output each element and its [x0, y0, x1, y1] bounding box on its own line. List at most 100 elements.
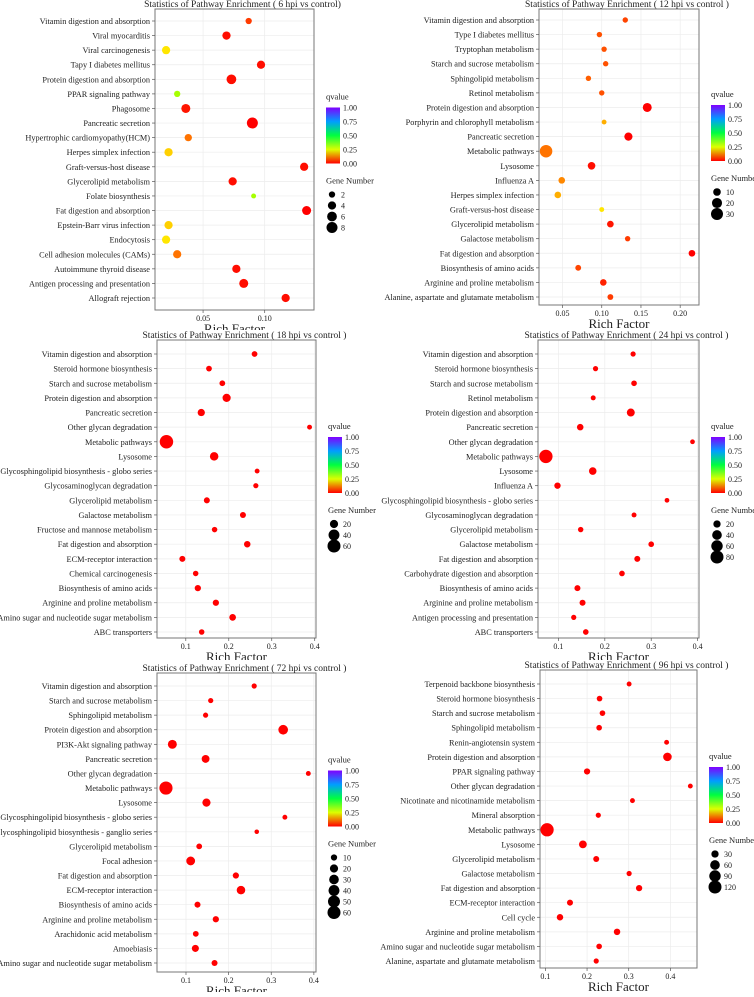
y-tick-label: Amino sugar and nucleotide sugar metabol…: [380, 942, 535, 951]
gene-number-legend-title: Gene Number: [326, 176, 374, 186]
gene-number-legend-dot: [329, 864, 339, 873]
gene-number-legend-label: 20: [343, 865, 351, 874]
data-point: [599, 207, 605, 212]
data-point: [282, 814, 288, 820]
y-tick-label: Galactose metabolism: [79, 511, 153, 520]
y-tick-label: Arginine and proline metabolism: [424, 278, 534, 287]
qvalue-tick-label: 0.00: [345, 823, 359, 832]
data-point: [663, 752, 672, 762]
data-point: [577, 526, 584, 533]
data-point: [191, 944, 199, 952]
x-tick-label: 0.4: [310, 642, 320, 651]
data-point: [630, 351, 636, 357]
x-tick-label: 0.4: [665, 972, 675, 981]
enrichment-plot-96hpi: Statistics of Pathway Enrichment ( 96 hp…: [380, 660, 754, 994]
y-tick-label: Vitamin digestion and absorption: [424, 16, 535, 25]
qvalue-tick-label: 0.00: [343, 160, 357, 169]
gene-number-legend-title: Gene Number: [711, 505, 754, 515]
gene-number-legend-label: 20: [343, 520, 351, 529]
y-tick-label: Lysosome: [501, 840, 535, 849]
plot-background: [157, 673, 316, 972]
x-axis-label: Rich Factor: [204, 321, 266, 330]
y-tick-label: Glycerolipid metabolism: [69, 496, 152, 505]
y-tick-label: Endocytosis: [109, 236, 150, 245]
gene-number-legend-dot: [711, 540, 723, 552]
qvalue-tick-label: 1.00: [343, 104, 357, 113]
y-tick-label: Galactose metabolism: [460, 540, 534, 549]
data-point: [236, 885, 246, 895]
y-tick-label: Steroid hormone biosynthesis: [434, 365, 533, 374]
x-tick-label: 0.10: [595, 309, 609, 318]
data-point: [159, 781, 173, 795]
y-tick-label: Folate biosynthesis: [86, 192, 150, 201]
x-tick-label: 0.1: [181, 976, 191, 985]
qvalue-tick-label: 0.75: [728, 115, 742, 124]
data-point: [302, 206, 312, 216]
y-tick-label: Metabolic pathways: [468, 826, 535, 835]
qvalue-tick-label: 0.25: [728, 475, 742, 484]
data-point: [582, 629, 589, 635]
y-tick-label: Tryptophan metabolism: [455, 45, 535, 54]
y-tick-label: Glycosphingolipid biosynthesis - ganglio…: [0, 828, 152, 837]
gene-number-legend-dot: [711, 197, 723, 209]
gene-number-legend-label: 120: [724, 883, 736, 892]
enrichment-plot-18hpi: Statistics of Pathway Enrichment ( 18 hp…: [0, 330, 376, 664]
data-point: [590, 395, 596, 401]
data-point: [601, 46, 607, 52]
data-point: [556, 914, 564, 921]
data-point: [566, 899, 573, 906]
y-tick-label: Starch and sucrose metabolism: [49, 697, 153, 706]
data-point: [206, 365, 212, 372]
y-tick-label: Arachidonic acid metabolism: [54, 930, 152, 939]
data-point: [579, 840, 587, 849]
qvalue-tick-label: 0.75: [345, 447, 359, 456]
data-point: [583, 768, 591, 775]
y-tick-label: Arginine and proline metabolism: [425, 928, 535, 937]
gene-number-legend-label: 30: [343, 876, 351, 885]
gene-number-legend-dot: [327, 906, 341, 919]
data-point: [624, 132, 633, 141]
y-tick-label: PPAR signaling pathway: [452, 767, 536, 776]
qvalue-tick-label: 0.25: [345, 475, 359, 484]
plot-background: [157, 340, 316, 638]
y-tick-label: Starch and sucrose metabolism: [432, 709, 536, 718]
data-point: [228, 177, 237, 186]
qvalue-legend-title: qvalue: [328, 421, 351, 431]
y-tick-label: Autoimmune thyroid disease: [54, 265, 150, 274]
qvalue-legend-title: qvalue: [711, 89, 734, 99]
x-axis-label: Rich Factor: [588, 979, 650, 992]
data-point: [211, 959, 218, 967]
qvalue-tick-label: 0.50: [343, 132, 357, 141]
gene-number-legend-label: 60: [724, 861, 732, 870]
x-tick-label: 0.1: [553, 642, 563, 651]
data-point: [630, 798, 635, 804]
y-tick-label: Galactose metabolism: [462, 870, 536, 879]
gene-number-legend-label: 90: [724, 872, 732, 881]
y-tick-label: Fat digestion and absorption: [58, 540, 153, 549]
y-tick-label: Glycerolipid metabolism: [67, 177, 150, 186]
data-point: [574, 585, 581, 592]
x-tick-label: 0.4: [693, 642, 703, 651]
data-point: [607, 220, 614, 228]
data-point: [253, 483, 259, 489]
qvalue-tick-label: 0.50: [345, 461, 359, 470]
data-point: [164, 220, 173, 230]
y-tick-label: Other glycan degradation: [68, 423, 153, 432]
data-point: [194, 901, 201, 908]
gene-number-legend-label: 50: [343, 898, 351, 907]
gene-number-legend-label: 8: [341, 224, 345, 233]
y-tick-label: Epstein-Barr virus infection: [57, 221, 150, 230]
gene-number-legend-label: 6: [341, 213, 345, 222]
data-point: [688, 249, 696, 257]
y-tick-label: Amino sugar and nucleotide sugar metabol…: [0, 959, 153, 968]
data-point: [254, 468, 260, 474]
data-point: [631, 380, 637, 387]
plot-border: [537, 339, 700, 639]
qvalue-colorbar: [709, 767, 723, 823]
y-tick-label: Vitamin digestion and absorption: [42, 350, 153, 359]
qvalue-colorbar: [326, 107, 340, 164]
chart-title: Statistics of Pathway Enrichment ( 18 hp…: [143, 330, 347, 341]
data-point: [634, 555, 641, 562]
x-tick-label: 0.10: [258, 314, 272, 323]
data-point: [281, 293, 290, 303]
